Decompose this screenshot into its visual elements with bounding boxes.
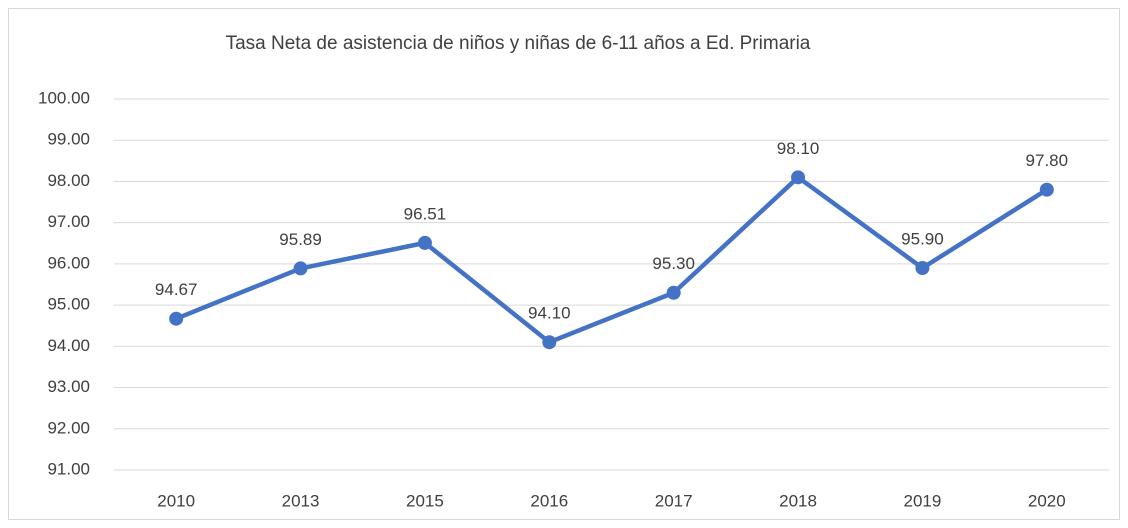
data-label: 95.30 xyxy=(652,254,695,273)
x-tick-label: 2013 xyxy=(282,491,320,510)
data-label: 94.10 xyxy=(528,304,571,323)
marker xyxy=(666,285,681,300)
marker xyxy=(1039,182,1054,197)
data-label: 98.10 xyxy=(777,139,820,158)
data-label: 96.51 xyxy=(404,204,447,223)
y-tick-label: 91.00 xyxy=(47,459,90,478)
x-tick-label: 2010 xyxy=(157,491,195,510)
y-tick-label: 97.00 xyxy=(47,212,90,231)
data-label: 97.80 xyxy=(1026,151,1069,170)
marker xyxy=(169,311,184,326)
marker xyxy=(417,235,432,250)
marker xyxy=(791,170,806,185)
x-tick-label: 2017 xyxy=(655,491,693,510)
y-tick-label: 95.00 xyxy=(47,295,90,314)
y-tick-label: 99.00 xyxy=(47,130,90,149)
y-tick-label: 94.00 xyxy=(47,336,90,355)
chart-title: Tasa Neta de asistencia de niños y niñas… xyxy=(226,33,811,54)
x-tick-label: 2018 xyxy=(779,491,817,510)
marker xyxy=(542,335,557,350)
y-tick-label: 92.00 xyxy=(47,418,90,437)
line xyxy=(175,175,1049,345)
x-tick-label: 2015 xyxy=(406,491,444,510)
data-label: 95.90 xyxy=(901,229,944,248)
marker xyxy=(915,261,930,276)
x-tick-label: 2020 xyxy=(1028,491,1066,510)
x-tick-label: 2019 xyxy=(904,491,942,510)
y-tick-label: 93.00 xyxy=(47,377,90,396)
marker xyxy=(293,261,308,276)
data-label: 94.67 xyxy=(155,280,198,299)
x-tick-label: 2016 xyxy=(530,491,568,510)
y-tick-label: 96.00 xyxy=(47,253,90,272)
data-label: 95.89 xyxy=(279,230,322,249)
y-tick-label: 98.00 xyxy=(47,171,90,190)
y-tick-label: 100.00 xyxy=(38,88,90,107)
